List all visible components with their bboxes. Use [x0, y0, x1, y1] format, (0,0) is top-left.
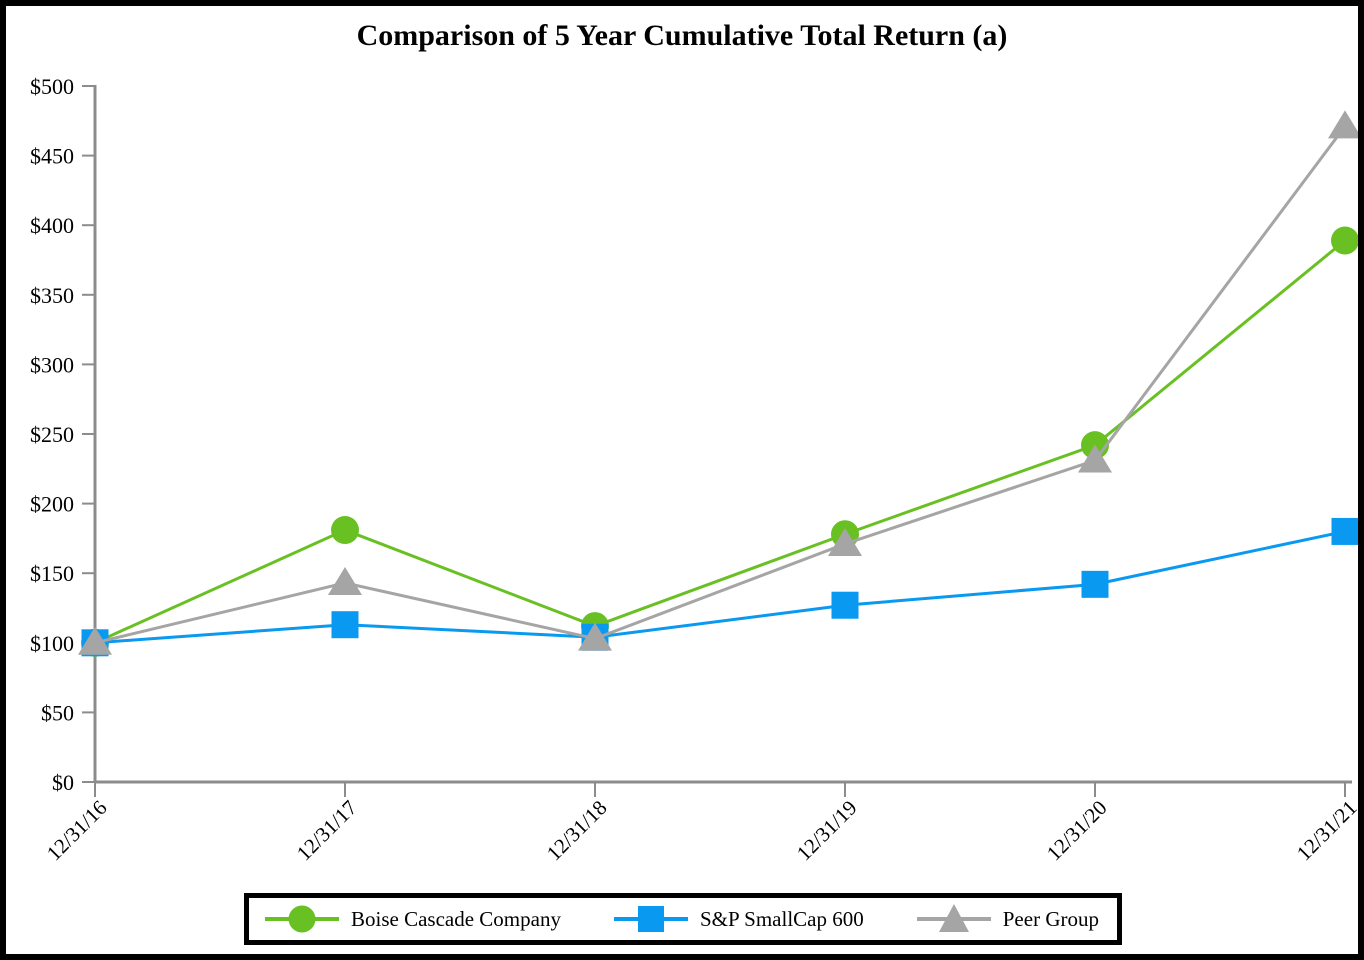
circle-marker-icon — [1331, 226, 1358, 255]
y-tick-label: $100 — [30, 631, 74, 656]
triangle-marker-icon — [828, 527, 862, 556]
x-tick-label: 12/31/19 — [792, 796, 862, 866]
square-marker-icon — [1331, 517, 1358, 545]
series-line-s-p-smallcap-600 — [94, 529, 1346, 645]
y-tick-label: $50 — [41, 700, 74, 725]
y-tick-label: $300 — [30, 352, 74, 377]
chart-title: Comparison of 5 Year Cumulative Total Re… — [356, 19, 1008, 52]
legend-label: Peer Group — [1002, 906, 1099, 931]
x-tick-label: 12/31/21 — [1292, 796, 1358, 866]
x-tick-label: 12/31/16 — [42, 796, 112, 866]
y-tick-label: $250 — [30, 422, 74, 447]
y-tick-label: $450 — [30, 144, 74, 169]
triangle-marker-icon — [78, 626, 112, 655]
triangle-marker-icon — [1078, 444, 1112, 473]
square-marker-icon — [831, 591, 859, 619]
legend-label: S&P SmallCap 600 — [699, 906, 864, 931]
x-tick-label: 12/31/20 — [1042, 796, 1112, 866]
triangle-marker-icon — [1328, 110, 1358, 139]
y-tick-label: $400 — [30, 213, 74, 238]
circle-marker-icon — [331, 516, 359, 545]
line-chart-plot: $0 $50 $100 $150 $200 $250 $300 $350 $400 $450 $50… — [30, 74, 1358, 866]
triangle-marker-icon — [328, 566, 362, 595]
legend-item-peer-group: Peer Group — [915, 901, 1099, 937]
legend-item-boise-cascade-company: Boise Cascade Company — [263, 901, 561, 937]
series-line-boise-cascade-company — [94, 239, 1346, 645]
y-tick-label: $500 — [30, 74, 74, 99]
square-marker-icon — [1081, 570, 1109, 598]
square-legend-glyph-icon — [613, 906, 688, 932]
legend-item-s-p-smallcap-600: S&P SmallCap 600 — [612, 901, 864, 937]
y-tick-label: $200 — [30, 492, 74, 517]
x-tick-label: 12/31/17 — [292, 796, 362, 866]
circle-legend-glyph-icon — [265, 905, 339, 933]
square-marker-icon — [331, 611, 359, 639]
legend-label: Boise Cascade Company — [351, 906, 561, 931]
y-tick-label: $150 — [30, 561, 74, 586]
chart-legend: Boise Cascade Company S&P SmallCap 600 Pee… — [244, 893, 1122, 945]
series-line-peer-group — [94, 125, 1347, 645]
x-tick-label: 12/31/18 — [542, 796, 612, 866]
y-tick-label: $350 — [30, 283, 74, 308]
y-tick-label: $0 — [52, 770, 74, 795]
triangle-legend-glyph-icon — [916, 904, 991, 932]
triangle-marker-icon — [578, 622, 612, 651]
